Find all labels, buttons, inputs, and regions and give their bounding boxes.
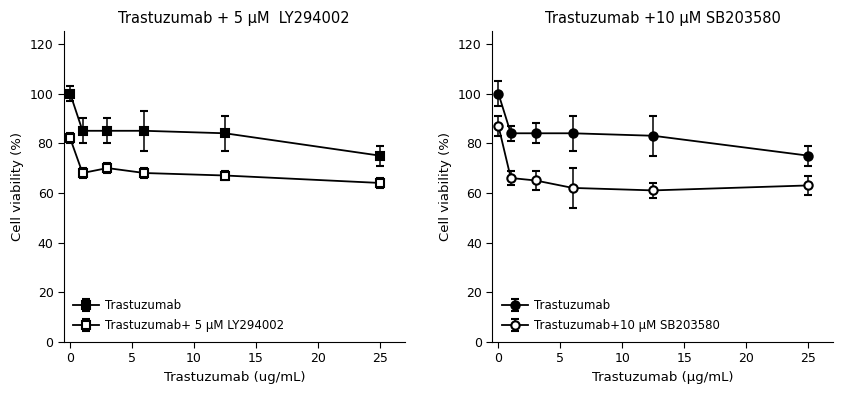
- X-axis label: Trastuzumab (μg/mL): Trastuzumab (μg/mL): [592, 371, 733, 384]
- Y-axis label: Cell viability (%): Cell viability (%): [440, 132, 452, 241]
- X-axis label: Trastuzumab (ug/mL): Trastuzumab (ug/mL): [164, 371, 305, 384]
- Legend: Trastuzumab, Trastuzumab+ 5 μM LY294002: Trastuzumab, Trastuzumab+ 5 μM LY294002: [70, 296, 288, 336]
- Title: Trastuzumab + 5 μM  LY294002: Trastuzumab + 5 μM LY294002: [118, 11, 350, 26]
- Legend: Trastuzumab, Trastuzumab+10 μM SB203580: Trastuzumab, Trastuzumab+10 μM SB203580: [498, 296, 723, 336]
- Title: Trastuzumab +10 μM SB203580: Trastuzumab +10 μM SB203580: [544, 11, 781, 26]
- Y-axis label: Cell viability (%): Cell viability (%): [11, 132, 24, 241]
